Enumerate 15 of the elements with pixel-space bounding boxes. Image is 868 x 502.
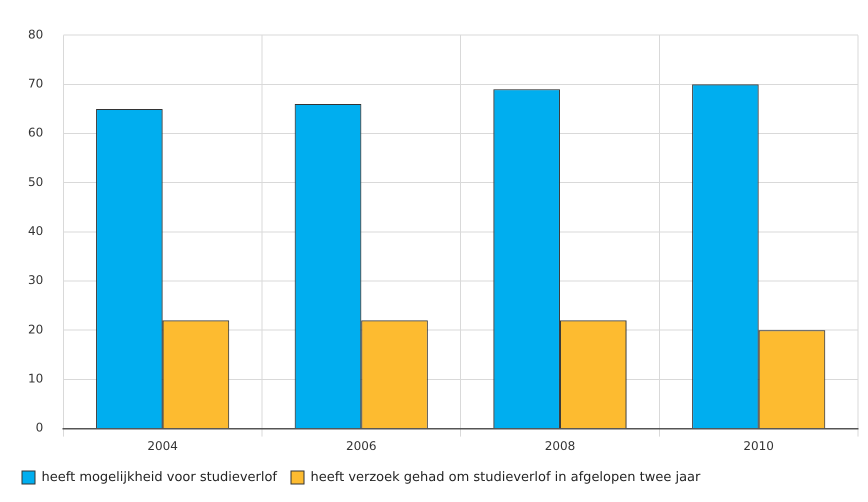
y-tick-label: 30 (28, 273, 44, 288)
y-tick-label: 70 (28, 76, 44, 90)
x-tick-label: 2006 (346, 438, 377, 453)
legend-label: heeft verzoek gehad om studieverlof in afgelopen twee jaar (310, 470, 702, 485)
y-tick-label: 20 (28, 322, 44, 336)
y-tick-label: 60 (28, 126, 44, 140)
legend-label: heeft mogelijkheid voor studieverlof (42, 470, 278, 485)
x-tick-label: 2010 (743, 438, 774, 453)
y-tick-label: 0 (36, 420, 44, 435)
x-tick-label: 2008 (544, 438, 576, 453)
y-tick-label: 40 (28, 224, 44, 238)
y-tick-label: 50 (28, 174, 44, 189)
y-tick-label: 80 (28, 27, 44, 42)
x-tick-label: 2004 (147, 438, 178, 453)
y-tick-label: 10 (28, 372, 44, 386)
